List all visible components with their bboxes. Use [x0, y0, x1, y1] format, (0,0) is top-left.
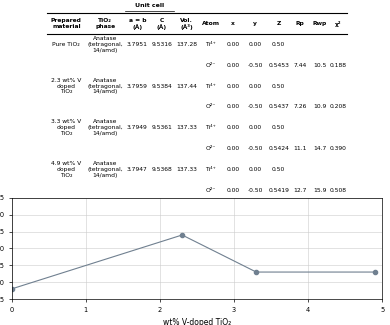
X-axis label: wt% V-doped TiO₂: wt% V-doped TiO₂ — [163, 318, 231, 325]
Text: Unit cell: Unit cell — [135, 3, 164, 8]
